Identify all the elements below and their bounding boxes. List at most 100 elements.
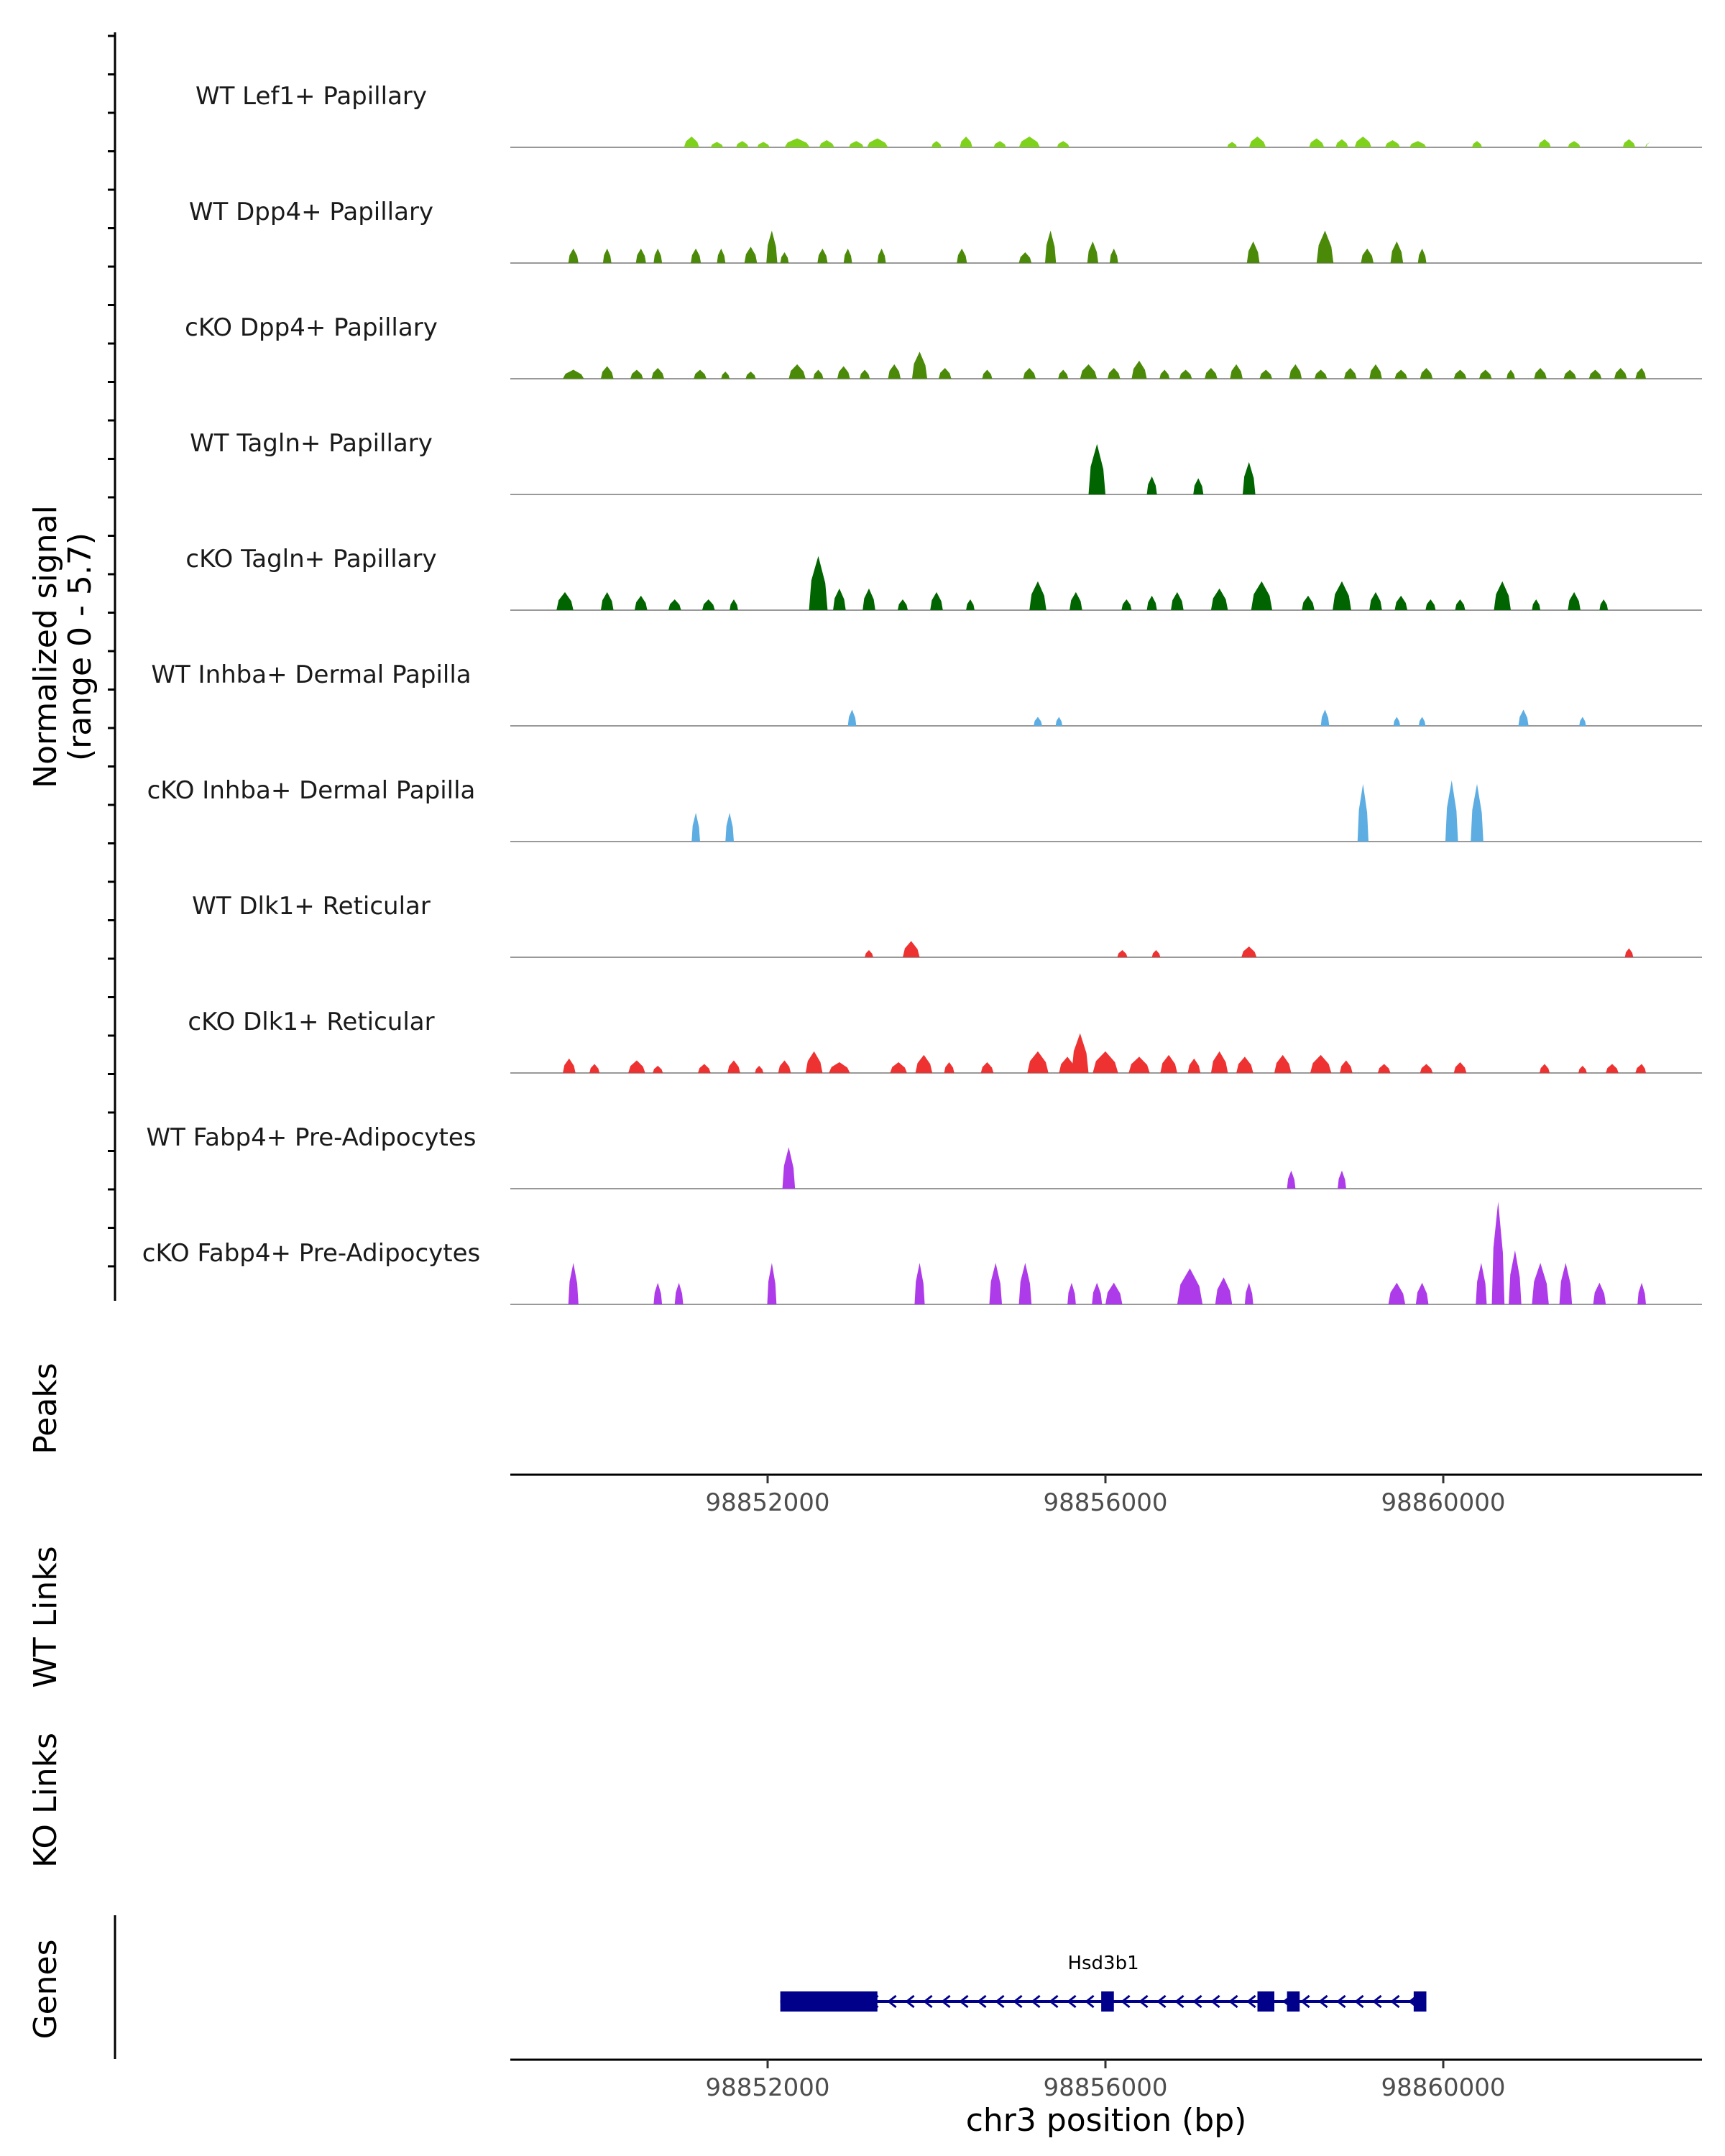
signal-peak bbox=[602, 248, 612, 263]
signal-peak bbox=[1563, 369, 1577, 379]
signal-peak bbox=[710, 142, 724, 147]
strand-arrow bbox=[1246, 1994, 1256, 2009]
signal-peak bbox=[1369, 364, 1382, 379]
signal-peak bbox=[1302, 595, 1315, 610]
signal-peak bbox=[1568, 591, 1581, 610]
signal-peak bbox=[1593, 1282, 1606, 1304]
signal-peak bbox=[1146, 595, 1157, 610]
strand-arrow bbox=[1372, 1994, 1382, 2009]
signal-peak bbox=[782, 1147, 796, 1189]
track-label: cKO Tagln+ Papillary bbox=[185, 545, 436, 573]
strand-arrow bbox=[959, 1994, 969, 2009]
signal-peak bbox=[1418, 717, 1426, 726]
signal-peak bbox=[702, 599, 715, 610]
signal-peak bbox=[1335, 139, 1348, 147]
signal-peak bbox=[865, 949, 873, 957]
signal-peak bbox=[1128, 1056, 1150, 1073]
signal-peak bbox=[1343, 367, 1357, 379]
signal-peak bbox=[778, 1060, 791, 1073]
signal-peak bbox=[634, 595, 648, 610]
signal-peak bbox=[911, 351, 928, 379]
signal-peak bbox=[1354, 136, 1372, 147]
signal-peak bbox=[1394, 595, 1408, 610]
signal-peak bbox=[914, 1263, 925, 1304]
signal-peak bbox=[938, 367, 952, 379]
signal-peak bbox=[847, 709, 857, 726]
signal-peak bbox=[1131, 360, 1147, 379]
signal-peak bbox=[1309, 138, 1325, 147]
signal-peak bbox=[1320, 709, 1330, 726]
signal-peak bbox=[1210, 1051, 1228, 1073]
signal-peak bbox=[1369, 591, 1382, 610]
signal-peak bbox=[1425, 599, 1436, 610]
track-10: WT Fabp4+ Pre-Adipocytes bbox=[147, 1123, 1702, 1189]
signal-peak bbox=[691, 812, 700, 842]
signal-peak bbox=[931, 141, 942, 147]
track-label: WT Lef1+ Papillary bbox=[196, 82, 427, 111]
signal-peak bbox=[568, 248, 579, 263]
signal-peak bbox=[1614, 367, 1627, 379]
signal-peak bbox=[1018, 252, 1032, 263]
x-tick-label: 98856000 bbox=[1043, 1488, 1167, 1517]
signal-peak bbox=[809, 556, 828, 610]
track-label: WT Inhba+ Dermal Papilla bbox=[151, 660, 471, 689]
signal-peak bbox=[744, 247, 758, 263]
signal-peak bbox=[888, 364, 901, 379]
track-label: cKO Dpp4+ Papillary bbox=[185, 313, 438, 342]
ko-links-track-label: KO Links bbox=[27, 1733, 64, 1868]
signal-peak bbox=[805, 1051, 823, 1073]
track-label: WT Fabp4+ Pre-Adipocytes bbox=[147, 1123, 477, 1152]
signal-peak bbox=[1478, 369, 1492, 379]
signal-peak bbox=[1333, 581, 1351, 610]
signal-peak bbox=[1415, 1282, 1429, 1304]
signal-peak bbox=[1635, 1064, 1646, 1073]
signal-peak bbox=[1471, 141, 1483, 147]
signal-peak bbox=[1029, 581, 1046, 610]
signal-peak bbox=[843, 248, 852, 263]
signal-peak bbox=[653, 248, 663, 263]
y-axis-title-line1: Normalized signal bbox=[27, 505, 64, 788]
strand-arrow bbox=[1300, 1994, 1310, 2009]
signal-peak bbox=[1393, 717, 1401, 726]
signal-peak bbox=[993, 141, 1006, 147]
signal-peak bbox=[819, 139, 834, 147]
signal-peak bbox=[767, 1263, 777, 1304]
track-1: WT Lef1+ Papillary bbox=[196, 82, 1702, 148]
signal-peak bbox=[1251, 581, 1273, 610]
signal-peak bbox=[1471, 783, 1484, 842]
track-label: WT Tagln+ Papillary bbox=[190, 429, 433, 458]
signal-peak bbox=[563, 1058, 576, 1073]
signal-peak bbox=[757, 142, 770, 147]
strand-arrow bbox=[1336, 1994, 1346, 2009]
signal-peak bbox=[915, 1054, 933, 1073]
signal-peak bbox=[1588, 369, 1602, 379]
signal-peak bbox=[1420, 367, 1433, 379]
gene-exon bbox=[1413, 1991, 1427, 2012]
signal-peak bbox=[1193, 478, 1204, 494]
signal-peak bbox=[1506, 369, 1515, 379]
signal-peak bbox=[1559, 1263, 1573, 1304]
signal-peak bbox=[668, 599, 681, 610]
x-tick-label: 98852000 bbox=[705, 2073, 829, 2102]
signal-peak bbox=[1491, 1202, 1505, 1304]
signal-peak bbox=[780, 252, 789, 263]
signal-peak bbox=[1340, 1060, 1353, 1073]
signal-peak bbox=[930, 591, 943, 610]
gene-name-label: Hsd3b1 bbox=[1067, 1953, 1138, 1974]
signal-peak bbox=[635, 248, 646, 263]
signal-peak bbox=[1624, 948, 1634, 957]
signal-peak bbox=[1518, 709, 1529, 726]
strand-arrow bbox=[977, 1994, 987, 2009]
track-label: WT Dpp4+ Papillary bbox=[189, 198, 433, 226]
peaks-track-label: Peaks bbox=[27, 1363, 64, 1454]
signal-peak bbox=[860, 369, 870, 379]
signal-peak bbox=[1034, 717, 1042, 726]
signal-peak bbox=[651, 367, 665, 379]
x-axis-title: chr3 position (bp) bbox=[966, 2102, 1247, 2139]
signal-peak bbox=[600, 591, 614, 610]
signal-peak bbox=[1622, 139, 1636, 147]
signal-peak bbox=[1080, 364, 1098, 379]
strand-arrow bbox=[1174, 1994, 1184, 2009]
y-axis-title-line2: (range 0 - 5.7) bbox=[62, 533, 98, 761]
